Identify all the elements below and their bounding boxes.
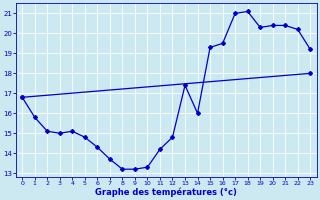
X-axis label: Graphe des températures (°c): Graphe des températures (°c) <box>95 187 237 197</box>
